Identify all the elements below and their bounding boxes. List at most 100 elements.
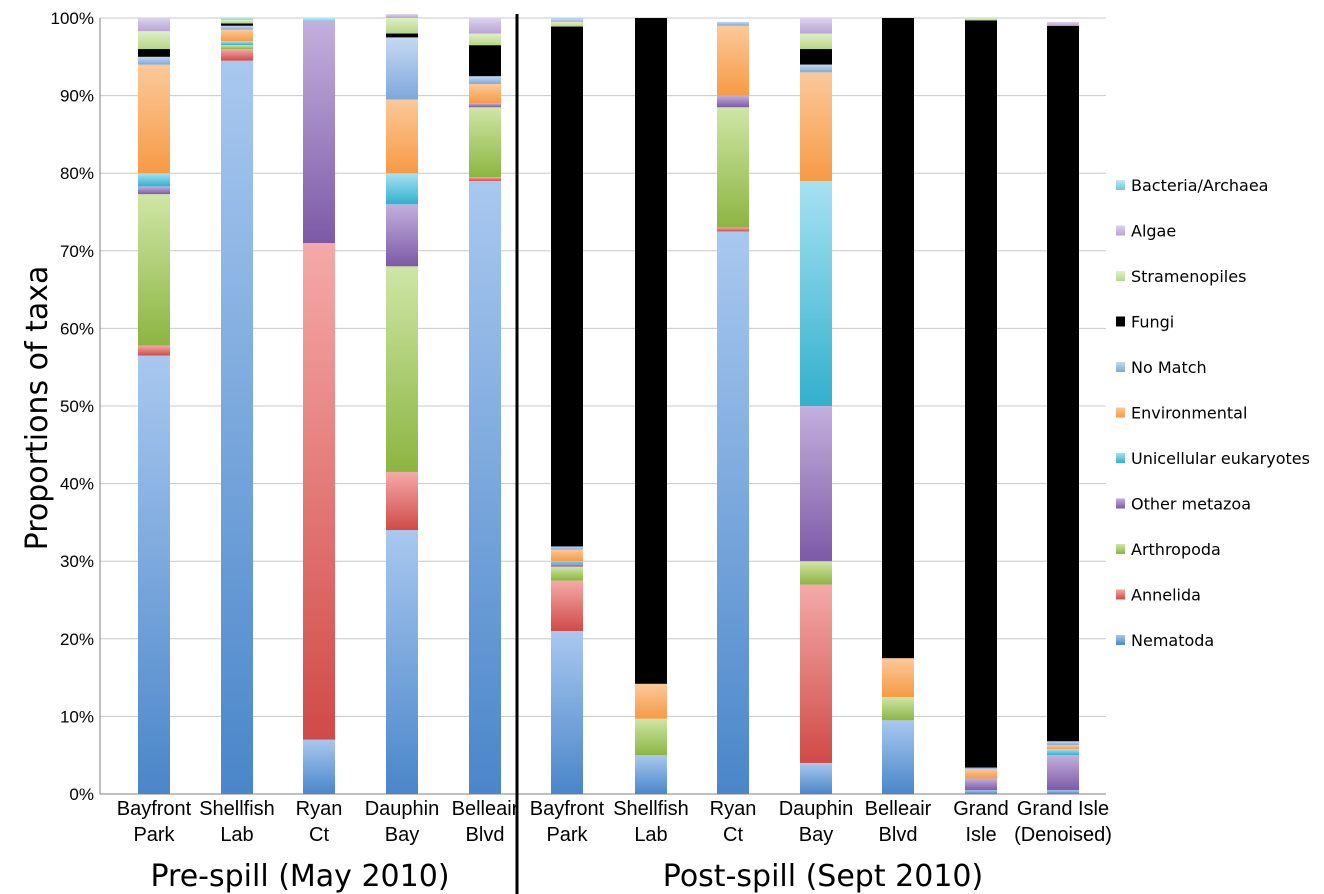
x-tick-label: Lab <box>634 824 667 846</box>
bar-stack <box>221 18 253 795</box>
x-tick-label: Bayfront <box>530 798 605 820</box>
bar-segment-algae <box>1047 21 1079 26</box>
bar-segment-fungi <box>965 20 997 768</box>
bar-segment-bacteria-archaea <box>551 18 583 19</box>
bar-segment-nematoda <box>303 739 335 794</box>
legend-item: Bacteria/Archaea <box>1116 176 1268 195</box>
bar-segment-other-metazoa <box>386 204 418 267</box>
bar-stack <box>138 18 170 794</box>
bar-segment-stramenopiles <box>800 33 832 50</box>
bar-segment-fungi <box>221 23 253 26</box>
legend-item: Arthropoda <box>1116 540 1221 559</box>
bar-segment-stramenopiles <box>965 18 997 21</box>
y-tick-label: 0% <box>69 785 94 804</box>
bar-segment-other-metazoa <box>551 563 583 567</box>
bar-segment-other-metazoa <box>138 186 170 195</box>
bar-stack <box>1047 21 1079 794</box>
x-tick-label: Park <box>133 824 175 846</box>
x-tick-label: Bay <box>799 824 833 846</box>
bar-segment-stramenopiles <box>138 31 170 50</box>
bar-segment-no-match <box>551 546 583 550</box>
y-tick-label: 80% <box>60 164 94 183</box>
bar-segment-fungi <box>1047 25 1079 742</box>
bar-segment-nematoda <box>469 180 501 794</box>
bar-segment-fungi <box>635 18 667 684</box>
bar-segment-other-metazoa <box>1047 755 1079 791</box>
bar-segment-arthropoda <box>635 718 667 756</box>
x-tick-label: Belleair <box>865 798 932 820</box>
bar-segment-fungi <box>138 49 170 57</box>
bar-segment-fungi <box>469 45 501 77</box>
bar-segment-arthropoda <box>469 107 501 178</box>
bar-segment-other-metazoa <box>303 21 335 244</box>
bar-segment-stramenopiles <box>221 19 253 24</box>
bar-segment-algae <box>551 18 583 22</box>
bar-segment-unicellular-eukaryotes <box>551 561 583 564</box>
bar-segment-arthropoda <box>717 107 749 228</box>
bar-segment-fungi <box>386 33 418 38</box>
bar-segment-fungi <box>800 49 832 65</box>
group-label: Post-spill (Sept 2010) <box>663 859 983 894</box>
x-tick-label: Grand Isle <box>1017 798 1109 820</box>
bar-segment-environmental <box>800 72 832 181</box>
x-tick-label: Bay <box>385 824 419 846</box>
bar-segment-unicellular-eukaryotes <box>221 41 253 46</box>
bar-segment-nematoda <box>386 530 418 794</box>
x-tick-label: Ryan <box>296 798 343 820</box>
y-tick-label: 20% <box>60 630 94 649</box>
bar-segment-no-match <box>1047 741 1079 746</box>
bar-segment-annelida <box>303 243 335 740</box>
x-tick-label: Ryan <box>710 798 757 820</box>
legend-label: Fungi <box>1131 313 1174 332</box>
bar-segment-environmental <box>717 25 749 96</box>
x-tick-label: Belleair <box>452 798 519 820</box>
x-tick-label: Shellfish <box>199 798 275 820</box>
group-label: Pre-spill (May 2010) <box>150 859 449 894</box>
bar-segment-nematoda <box>882 720 914 794</box>
legend-item: Algae <box>1116 222 1176 241</box>
legend: Bacteria/Archaea Algae Stramenopiles Fungi N… <box>1116 176 1310 650</box>
legend-item: Environmental <box>1116 404 1247 423</box>
bar-segment-environmental <box>635 683 667 719</box>
bar-stack <box>635 18 667 794</box>
bar-segment-other-metazoa <box>800 406 832 562</box>
bar-segment-stramenopiles <box>469 33 501 46</box>
legend-item: Fungi <box>1116 313 1174 332</box>
legend-item: Annelida <box>1116 586 1201 605</box>
bar-segment-stramenopiles <box>551 21 583 27</box>
bar-segment-environmental <box>882 658 914 697</box>
bar-segment-annelida <box>386 471 418 531</box>
legend-item: Other metazoa <box>1116 495 1251 514</box>
bar-segment-bacteria-archaea <box>221 18 253 20</box>
legend-label: Stramenopiles <box>1131 267 1246 286</box>
y-tick-label: 90% <box>60 87 94 106</box>
bar-segment-other-metazoa <box>717 95 749 108</box>
bar-segment-environmental <box>469 83 501 104</box>
bar-segment-algae <box>469 18 501 34</box>
legend-swatch <box>1116 180 1125 190</box>
bar-segment-arthropoda <box>551 566 583 581</box>
legend-swatch <box>1116 271 1125 281</box>
y-tick-label: 30% <box>60 552 94 571</box>
legend-label: Arthropoda <box>1131 540 1221 559</box>
bar-segment-algae <box>800 18 832 34</box>
bar-segment-fungi <box>882 18 914 659</box>
bar-segment-unicellular-eukaryotes <box>386 173 418 205</box>
y-tick-label: 60% <box>60 319 94 338</box>
bar-segment-nematoda <box>1047 790 1079 794</box>
bar-segment-nematoda <box>138 355 170 794</box>
bar-stack <box>469 18 501 794</box>
legend-item: Unicellular eukaryotes <box>1116 449 1310 468</box>
bar-segment-unicellular-eukaryotes <box>1047 748 1079 756</box>
bar-segment-arthropoda <box>138 194 170 346</box>
legend-item: Nematoda <box>1116 631 1214 650</box>
legend-swatch <box>1116 225 1125 236</box>
bar-segment-fungi <box>551 26 583 547</box>
legend-swatch <box>1116 453 1125 463</box>
legend-label: Nematoda <box>1131 631 1214 650</box>
legend-swatch <box>1116 316 1125 327</box>
bar-segment-annelida <box>551 580 583 632</box>
bar-stack <box>800 18 832 794</box>
bar-segment-stramenopiles <box>386 18 418 34</box>
